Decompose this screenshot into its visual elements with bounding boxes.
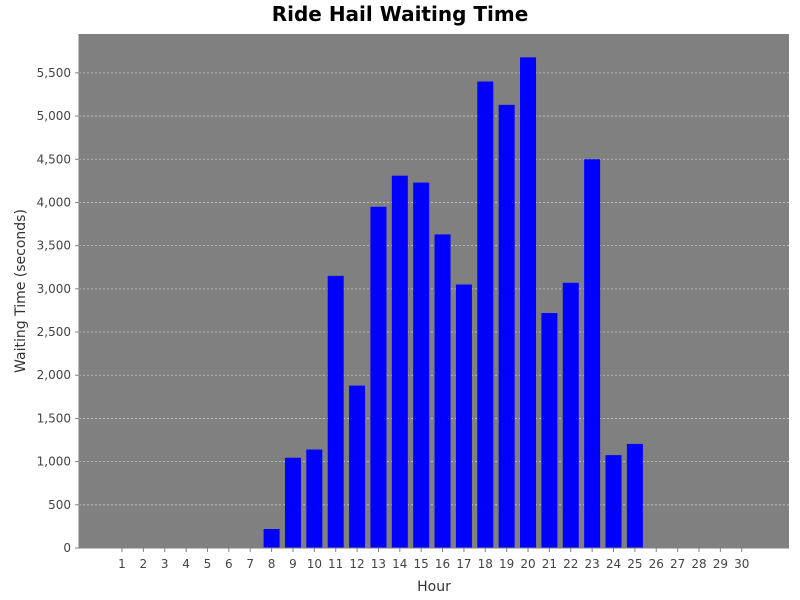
- y-tick-label: 4,500: [37, 152, 71, 166]
- x-tick-label: 24: [606, 557, 621, 571]
- x-axis-ticks: 1 2 3 4 5 6 7 8 9 10 11 12 13 14 15 16 17 18 19 20 21 22 23 24 2…: [118, 548, 749, 571]
- bar-hour-10: [306, 449, 323, 548]
- x-tick-label: 4: [182, 557, 190, 571]
- x-tick-label: 17: [456, 557, 471, 571]
- x-tick-label: 21: [542, 557, 557, 571]
- x-tick-label: 10: [307, 557, 322, 571]
- y-tick-label: 0: [63, 541, 71, 555]
- bar-hour-16: [434, 234, 451, 548]
- bar-hour-20: [520, 57, 537, 548]
- bars: [263, 57, 643, 548]
- x-tick-label: 26: [649, 557, 664, 571]
- bar-hour-17: [455, 284, 472, 548]
- bar-hour-8: [263, 528, 280, 548]
- bar-hour-24: [605, 455, 622, 548]
- y-tick-label: 2,500: [37, 325, 71, 339]
- y-tick-label: 2,000: [37, 368, 71, 382]
- bar-hour-14: [391, 175, 408, 548]
- x-tick-label: 15: [414, 557, 429, 571]
- x-tick-label: 7: [246, 557, 254, 571]
- y-tick-label: 1,500: [37, 411, 71, 425]
- bar-hour-25: [626, 443, 643, 548]
- x-tick-label: 6: [225, 557, 233, 571]
- x-tick-label: 25: [627, 557, 642, 571]
- x-tick-label: 30: [734, 557, 749, 571]
- bar-hour-9: [284, 457, 301, 548]
- bar-hour-22: [562, 282, 579, 548]
- x-tick-label: 11: [328, 557, 343, 571]
- bar-hour-11: [327, 275, 344, 548]
- y-tick-label: 3,000: [37, 282, 71, 296]
- plot-area: [79, 34, 789, 548]
- chart-title: Ride Hail Waiting Time: [271, 2, 529, 26]
- bar-hour-12: [349, 385, 366, 548]
- x-tick-label: 20: [520, 557, 535, 571]
- y-tick-label: 4,000: [37, 195, 71, 209]
- y-tick-label: 1,000: [37, 455, 71, 469]
- x-tick-label: 19: [499, 557, 514, 571]
- bar-hour-13: [370, 206, 387, 548]
- y-axis-ticks: 0 500 1,000 1,500 2,000 2,500 3,000 3,500 4,000 4…: [37, 66, 79, 555]
- x-tick-label: 9: [289, 557, 297, 571]
- y-tick-label: 500: [48, 498, 71, 512]
- bar-hour-21: [541, 313, 558, 548]
- y-tick-label: 3,500: [37, 239, 71, 253]
- x-tick-label: 8: [268, 557, 276, 571]
- x-tick-label: 18: [478, 557, 493, 571]
- y-tick-label: 5,000: [37, 109, 71, 123]
- bar-hour-15: [413, 182, 430, 548]
- bar-hour-19: [498, 104, 515, 548]
- x-tick-label: 5: [204, 557, 212, 571]
- x-tick-label: 12: [349, 557, 364, 571]
- x-tick-label: 14: [392, 557, 407, 571]
- y-axis-label: Waiting Time (seconds): [13, 209, 29, 373]
- x-tick-label: 16: [435, 557, 450, 571]
- x-tick-label: 1: [118, 557, 126, 571]
- x-tick-label: 22: [563, 557, 578, 571]
- x-tick-label: 3: [161, 557, 169, 571]
- x-tick-label: 2: [140, 557, 148, 571]
- y-tick-label: 5,500: [37, 66, 71, 80]
- bar-hour-18: [477, 81, 494, 548]
- x-tick-label: 29: [713, 557, 728, 571]
- x-tick-label: 23: [584, 557, 599, 571]
- x-tick-label: 28: [691, 557, 706, 571]
- bar-hour-23: [584, 159, 601, 548]
- x-tick-label: 13: [371, 557, 386, 571]
- x-tick-label: 27: [670, 557, 685, 571]
- x-axis-label: Hour: [417, 579, 451, 595]
